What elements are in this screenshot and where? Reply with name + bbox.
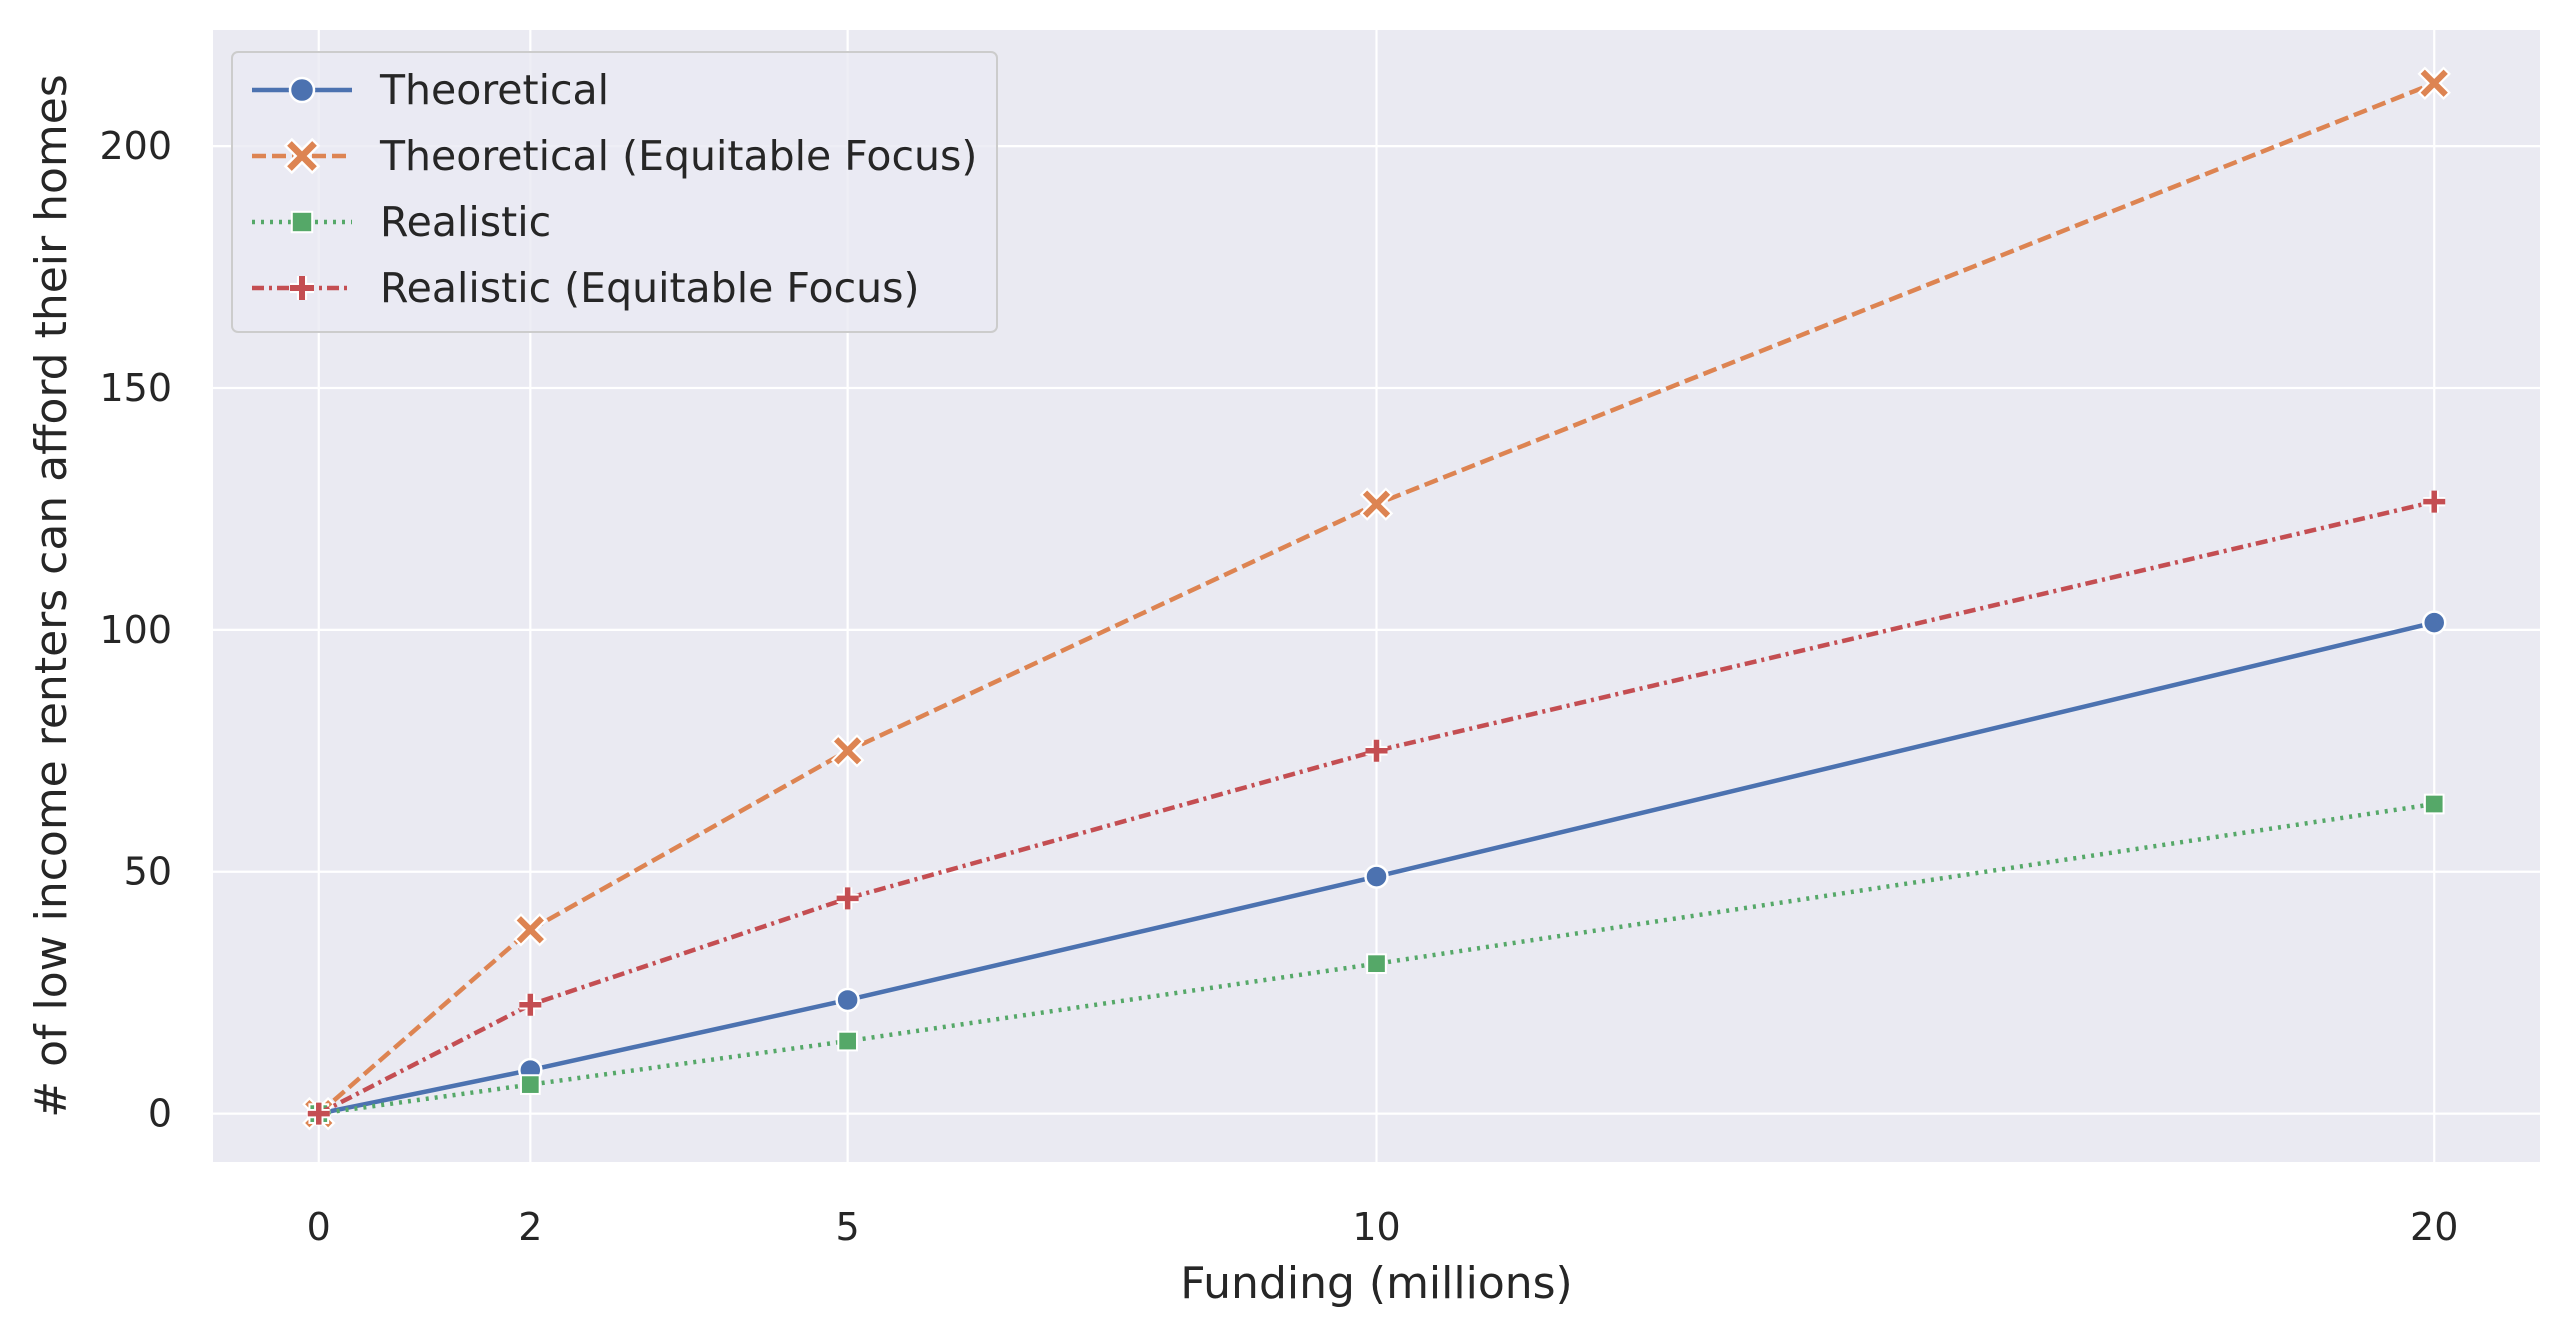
legend-label: Realistic (Equitable Focus): [380, 264, 919, 312]
legend-item: Theoretical: [252, 66, 609, 114]
data-point: [2421, 610, 2447, 635]
x-marker: [2417, 66, 2451, 100]
x-tick-labels: 0 2 5 10 20: [307, 1205, 2459, 1249]
x-tick-label: 20: [2410, 1205, 2458, 1249]
legend-label: Realistic: [380, 198, 551, 246]
data-point: [519, 1074, 541, 1095]
y-tick-labels: 0 50 100 150 200: [99, 124, 172, 1136]
x-tick-label: 2: [518, 1205, 542, 1249]
plus-marker: [836, 887, 859, 910]
circle-marker: [1364, 864, 1389, 889]
x-tick-label: 10: [1352, 1205, 1400, 1249]
square-marker: [519, 1074, 541, 1095]
series-4: [307, 490, 2446, 1125]
plus-marker: [2423, 490, 2446, 513]
x-marker: [283, 137, 321, 175]
plus-marker: [290, 276, 314, 300]
data-point: [2423, 490, 2446, 513]
data-point: [307, 1102, 330, 1125]
legend-label: Theoretical: [379, 66, 609, 114]
square-marker: [2423, 793, 2445, 815]
circle-marker: [835, 987, 860, 1013]
data-point: [1364, 864, 1389, 889]
x-axis-label: Funding (millions): [1180, 1258, 1572, 1309]
legend-item: Realistic: [252, 198, 551, 246]
data-point: [519, 993, 542, 1016]
y-tick-label: 150: [99, 366, 172, 410]
data-point: [837, 1030, 858, 1052]
x-marker: [513, 913, 548, 947]
circle-marker: [288, 76, 316, 104]
legend: Theoretical Theoretical (Equitable Focus)…: [231, 51, 998, 333]
data-point: [835, 987, 860, 1013]
data-point: [516, 916, 544, 944]
y-tick-label: 100: [99, 608, 172, 652]
plus-marker: [307, 1102, 330, 1125]
square-marker: [290, 210, 314, 234]
data-point: [290, 210, 314, 234]
x-tick-label: 5: [836, 1205, 860, 1249]
plus-marker: [1365, 739, 1388, 762]
x-tick-label: 0: [307, 1205, 331, 1249]
data-point: [1362, 490, 1391, 518]
data-point: [2423, 793, 2445, 815]
circle-marker: [2421, 610, 2447, 635]
y-tick-label: 50: [124, 850, 172, 894]
series-line: [317, 499, 2435, 1116]
legend-item: Realistic (Equitable Focus): [252, 264, 919, 312]
data-point: [1366, 953, 1387, 975]
y-tick-label: 0: [148, 1092, 172, 1136]
y-tick-label: 200: [99, 124, 172, 168]
data-point: [834, 737, 862, 765]
data-point: [2420, 69, 2448, 97]
legend-box: [231, 51, 998, 333]
legend-item: Theoretical (Equitable Focus): [252, 132, 977, 180]
data-point: [290, 276, 314, 300]
x-marker: [830, 734, 865, 768]
legend-label: Theoretical (Equitable Focus): [379, 132, 977, 180]
square-marker: [837, 1030, 858, 1052]
square-marker: [1366, 953, 1387, 975]
plus-marker: [519, 993, 542, 1016]
series-lines: [302, 66, 2451, 1131]
x-marker: [1359, 487, 1394, 521]
data-point: [1365, 739, 1388, 762]
data-point: [287, 141, 317, 171]
data-point: [288, 76, 316, 104]
data-point: [836, 887, 859, 910]
y-axis-label: # of low income renters can afford their…: [26, 74, 77, 1118]
